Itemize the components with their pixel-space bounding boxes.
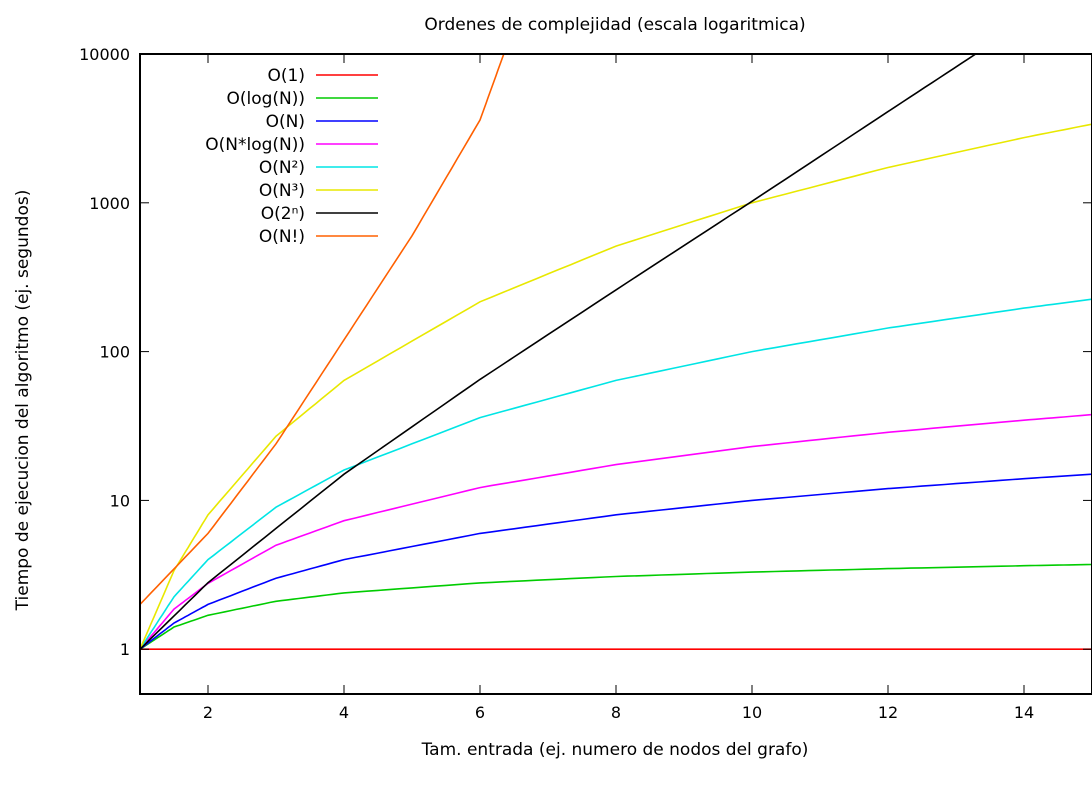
chart-title: Ordenes de complejidad (escala logaritmi… — [424, 15, 805, 35]
legend-label-4: O(N²) — [259, 158, 305, 178]
x-tick-label-2: 6 — [475, 703, 485, 722]
series-line-6 — [140, 54, 977, 650]
y-tick-label-1: 10 — [110, 491, 130, 510]
y-axis-label: Tiempo de ejecucion del algoritmo (ej. s… — [13, 190, 33, 612]
x-tick-label-6: 14 — [1014, 703, 1034, 722]
legend-label-6: O(2ⁿ) — [261, 204, 305, 224]
series-line-2 — [140, 473, 1092, 650]
legend-label-1: O(log(N)) — [226, 89, 305, 109]
legend-label-5: O(N³) — [259, 181, 305, 201]
legend-label-7: O(N!) — [259, 227, 305, 247]
series-line-4 — [140, 298, 1092, 650]
x-tick-label-5: 12 — [878, 703, 898, 722]
x-tick-label-4: 10 — [742, 703, 762, 722]
plot-frame — [139, 53, 1092, 695]
series-line-1 — [140, 563, 1092, 650]
series-line-5 — [140, 123, 1092, 650]
x-tick-label-3: 8 — [611, 703, 621, 722]
x-axis-label: Tam. entrada (ej. numero de nodos del gr… — [421, 740, 809, 760]
legend-label-2: O(N) — [266, 112, 305, 132]
legend-label-0: O(1) — [268, 66, 305, 86]
legend-label-3: O(N*log(N)) — [205, 135, 305, 155]
x-tick-label-0: 2 — [203, 703, 213, 722]
y-tick-label-3: 1000 — [89, 194, 130, 213]
x-tick-label-1: 4 — [339, 703, 349, 722]
series-line-3 — [140, 413, 1092, 650]
y-tick-label-0: 1 — [120, 640, 130, 659]
y-tick-label-2: 100 — [99, 343, 130, 362]
legend: O(1) O(log(N)) O(N) O(N*log(N)) O(N²) O(N³) O(… — [205, 66, 378, 247]
y-tick-label-4: 10000 — [79, 45, 130, 64]
series-line-7 — [140, 54, 505, 605]
